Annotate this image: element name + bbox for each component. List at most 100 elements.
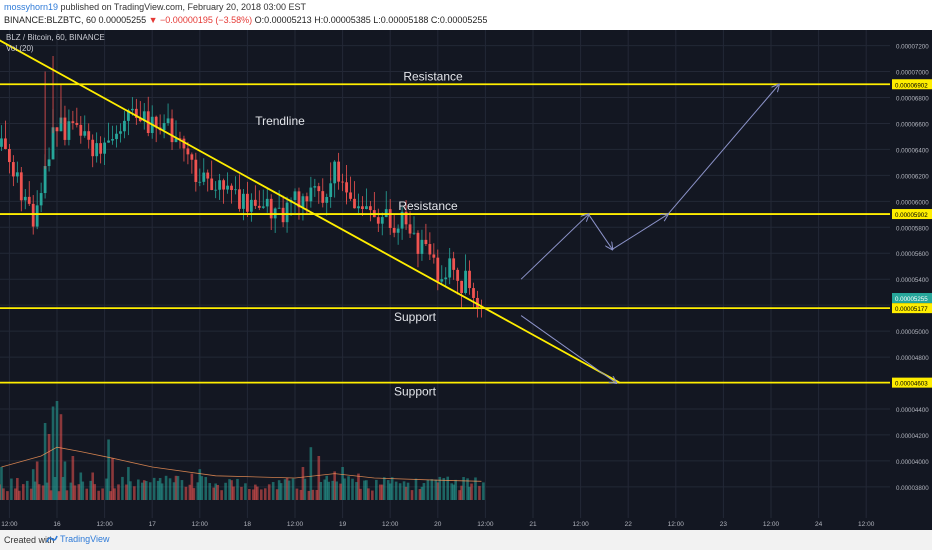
volume-bar — [333, 471, 336, 500]
volume-bar — [224, 482, 227, 500]
candle-body — [39, 193, 43, 206]
volume-bar — [57, 491, 61, 500]
candle-body — [230, 185, 233, 191]
volume-bar — [414, 478, 418, 500]
candle-body — [293, 191, 297, 201]
candle-body — [59, 117, 63, 132]
price-tick-label: 0.00007200 — [896, 44, 929, 51]
volume-bar — [14, 488, 17, 500]
publish-info: mossyhorn19 published on TradingView.com… — [4, 2, 306, 12]
price-badge-level — [892, 79, 932, 90]
volume-bar — [299, 489, 303, 500]
time-tick-label: 12:00 — [477, 521, 494, 528]
time-tick-label: 12:00 — [763, 521, 780, 528]
time-tick-label: 12:00 — [96, 521, 113, 528]
volume-bar — [63, 461, 67, 500]
time-axis[interactable]: 12:00 16 12:00 17 12:00 18 12:00 19 12:00 20 12:00… — [1, 521, 874, 528]
candle-body — [380, 217, 384, 224]
candle-body — [31, 203, 35, 227]
candle-body — [174, 138, 178, 143]
volume-bar — [35, 461, 39, 500]
volume-bar — [65, 490, 69, 500]
volume-bar — [77, 484, 81, 500]
time-tick-label: 21 — [529, 521, 537, 528]
volume-bar — [107, 439, 110, 500]
time-tick-label: 18 — [244, 521, 252, 528]
candle-body — [436, 257, 440, 282]
price-tick-label: 0.00004800 — [896, 355, 929, 362]
level-label-resistance: Resistance — [403, 69, 463, 83]
volume-bar — [371, 490, 374, 500]
time-tick-label: 22 — [625, 521, 633, 528]
volume-bar — [196, 482, 200, 500]
candle-body — [337, 161, 341, 182]
volume-bar — [380, 484, 384, 500]
candle-body — [23, 196, 27, 201]
price-chart[interactable]: Resistance Resistance Support Support Trend… — [0, 30, 932, 530]
volume-bar — [343, 478, 346, 500]
volume-bar — [101, 488, 104, 500]
volume-bar — [16, 478, 19, 500]
volume-bar — [73, 485, 77, 500]
candle-body — [472, 288, 475, 298]
volume-bar — [462, 477, 465, 500]
volume-bar — [59, 414, 63, 500]
candle-body — [83, 131, 87, 136]
candle-body — [246, 193, 249, 212]
projection-arrow — [520, 214, 588, 280]
candle-body — [178, 138, 182, 140]
time-tick-label: 17 — [149, 521, 157, 528]
candle-body — [210, 178, 214, 191]
volume-bar — [142, 480, 146, 500]
candle-body — [460, 280, 463, 294]
price-badge-level — [892, 209, 932, 220]
time-tick-label: 19 — [339, 521, 347, 528]
volume-bar — [375, 479, 378, 500]
volume-bar — [89, 480, 93, 500]
symbol-label: BINANCE:BLZBTC, 60 — [4, 15, 97, 25]
volume-bar — [275, 489, 279, 500]
tradingview-link[interactable]: TradingView — [60, 534, 110, 544]
volume-bar — [303, 478, 307, 500]
change-value: ▼ −0.00000195 (−3.58%) — [148, 15, 253, 25]
time-tick-label: 12:00 — [668, 521, 685, 528]
volume-bar — [97, 490, 100, 500]
candle-body — [420, 239, 424, 254]
candle-body — [71, 121, 75, 123]
volume-bar — [406, 482, 410, 500]
volume-bar — [454, 479, 457, 500]
volume-bar — [386, 480, 390, 500]
volume-bar — [2, 488, 5, 500]
candle-body — [404, 211, 408, 225]
time-tick-label: 20 — [434, 521, 442, 528]
candle-body — [408, 224, 412, 234]
price-tick-label: 0.00006800 — [896, 95, 929, 102]
volume-bar — [426, 479, 430, 500]
volume-bar — [69, 482, 73, 500]
candle-body — [242, 193, 245, 209]
volume-bar — [204, 477, 208, 500]
volume-pane — [0, 401, 485, 500]
volume-bar — [61, 477, 65, 500]
price-badge-level — [892, 377, 932, 388]
candle-body — [43, 166, 47, 194]
volume-bar — [200, 476, 204, 500]
volume-bar — [468, 486, 471, 500]
candle-body — [305, 196, 309, 202]
time-tick-label: 12:00 — [1, 521, 18, 528]
price-axis[interactable]: 0.00007200 0.00007000 0.00006800 0.00006600… — [892, 44, 932, 492]
candle-body — [285, 202, 289, 223]
volume-bar — [458, 490, 461, 500]
candle-body — [444, 277, 448, 280]
trendline-group: Trendline — [0, 39, 621, 384]
candle-body — [317, 186, 321, 192]
volume-bar — [228, 479, 231, 500]
candle-body — [130, 108, 134, 111]
volume-bar — [438, 476, 442, 500]
volume-bar — [111, 458, 114, 500]
candle-body — [424, 239, 428, 245]
author-link[interactable]: mossyhorn19 — [4, 2, 59, 12]
volume-bar — [404, 486, 408, 500]
volume-bar — [152, 477, 156, 500]
candle-body — [412, 232, 416, 234]
